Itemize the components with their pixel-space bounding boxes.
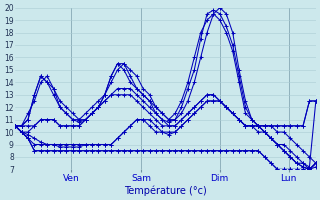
X-axis label: Température (°c): Température (°c) (124, 185, 207, 196)
